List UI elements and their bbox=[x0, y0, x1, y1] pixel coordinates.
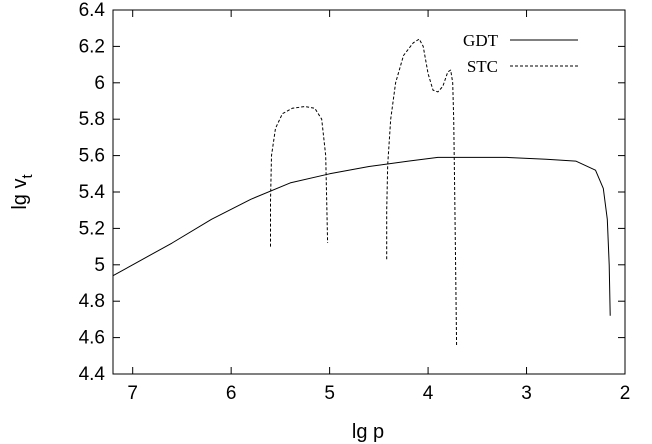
y-tick-label: 4.8 bbox=[79, 291, 105, 312]
series-line-stc-1 bbox=[270, 106, 329, 247]
y-tick-label: 5.4 bbox=[79, 182, 106, 203]
y-axis-title: lg vt bbox=[9, 174, 36, 210]
x-tick-label: 6 bbox=[226, 383, 237, 404]
y-tick-label: 6.4 bbox=[79, 0, 106, 21]
legend-label-gdt: GDT bbox=[463, 31, 499, 50]
axis-tick-labels: 7 6 5 4 3 2 4.4 4.6 4.8 5 5.2 5.4 5.6 5.8 6 6.2 6.4 bbox=[79, 0, 631, 404]
legend-label-stc: STC bbox=[467, 57, 498, 76]
axis-ticks bbox=[113, 9, 626, 375]
y-tick-label: 4.4 bbox=[79, 364, 106, 385]
y-tick-label: 6.2 bbox=[79, 36, 105, 57]
y-tick-label: 4.6 bbox=[79, 328, 105, 349]
y-tick-label: 5.6 bbox=[79, 146, 105, 167]
y-axis-title-subscript: t bbox=[19, 174, 36, 179]
x-tick-label: 3 bbox=[521, 383, 532, 404]
y-tick-label: 6 bbox=[94, 73, 105, 94]
y-tick-label: 5.2 bbox=[79, 218, 105, 239]
y-tick-label: 5.8 bbox=[79, 109, 105, 130]
x-axis-title: lg p bbox=[352, 421, 384, 443]
y-tick-label: 5 bbox=[94, 255, 105, 276]
series-layer bbox=[112, 38, 611, 347]
x-tick-label: 2 bbox=[620, 383, 631, 404]
plot-area-frame bbox=[112, 9, 626, 375]
x-tick-label: 5 bbox=[324, 383, 335, 404]
x-tick-label: 4 bbox=[423, 383, 434, 404]
series-line-stc-2 bbox=[386, 38, 458, 347]
series-line-gdt-1 bbox=[112, 156, 611, 316]
legend: GDT STC bbox=[463, 31, 578, 76]
x-tick-label: 7 bbox=[127, 383, 138, 404]
y-axis-title-main: lg v bbox=[9, 179, 31, 210]
